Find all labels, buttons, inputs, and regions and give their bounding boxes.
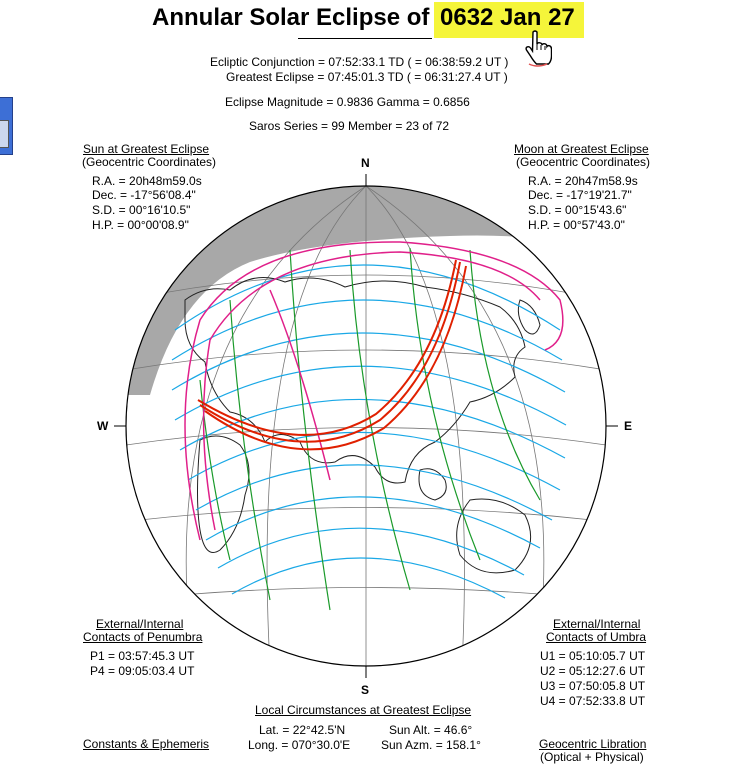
moon-ra: R.A. = 20h47m58.9s [528,174,638,188]
east-label: E [624,419,633,433]
umbra-u3: U3 = 07:50:05.8 UT [540,679,646,693]
greatest-eclipse-time: Greatest Eclipse = 07:45:01.3 TD ( = 06:… [226,70,508,84]
penumbra-p1: P1 = 03:57:45.3 UT [90,649,195,663]
sun-sd: S.D. = 00°16'10.5" [92,203,191,217]
local-sun-alt: Sun Alt. = 46.6° [389,723,473,737]
coastlines [184,277,541,574]
magnitude-gamma: Eclipse Magnitude = 0.9836 Gamma = 0.685… [225,95,470,109]
page-title: Annular Solar Eclipse of [152,4,430,31]
sun-heading: Sun at Greatest Eclipse [83,142,210,156]
umbra-u2: U2 = 05:12:27.6 UT [540,664,646,678]
date-highlight [434,2,584,38]
compass-ticks [114,174,618,678]
central-path [197,259,467,451]
hand-cursor-icon [525,30,552,67]
local-long: Long. = 070°30.0'E [248,738,351,752]
penumbra-limits [184,241,564,541]
west-label: W [97,419,109,433]
south-label: S [361,683,370,697]
constants-ephemeris-heading: Constants & Ephemeris [83,737,210,751]
umbra-heading-2: Contacts of Umbra [546,630,647,644]
penumbra-p4: P4 = 09:05:03.4 UT [90,664,195,678]
sun-hp: H.P. = 00°00'08.9" [92,218,189,232]
north-label: N [361,156,370,170]
side-panel-icon[interactable] [0,120,9,148]
eclipse-globe-map [114,174,618,678]
umbra-u1: U1 = 05:10:05.7 UT [540,649,646,663]
moon-subheading: (Geocentric Coordinates) [516,155,651,169]
ecliptic-conjunction: Ecliptic Conjunction = 07:52:33.1 TD ( =… [210,55,509,69]
eclipse-date-link[interactable]: 0632 Jan 27 [440,4,575,31]
umbra-heading-1: External/Internal [553,617,641,631]
title-underline [298,38,432,39]
graticule [126,186,606,666]
penumbra-heading-1: External/Internal [96,617,184,631]
penumbra-heading-2: Contacts of Penumbra [83,630,203,644]
local-sun-azm: Sun Azm. = 158.1° [381,738,481,752]
libration-subheading: (Optical + Physical) [540,750,644,764]
local-heading: Local Circumstances at Greatest Eclipse [255,703,472,717]
moon-dec: Dec. = -17°19'21.7" [528,188,632,202]
moon-hp: H.P. = 00°57'43.0" [528,218,625,232]
libration-heading: Geocentric Libration [539,737,647,751]
moon-heading: Moon at Greatest Eclipse [514,142,649,156]
umbra-u4: U4 = 07:52:33.8 UT [540,694,646,708]
sun-subheading: (Geocentric Coordinates) [82,155,217,169]
sun-dec: Dec. = -17°56'08.4" [92,188,196,202]
moon-sd: S.D. = 00°15'43.6" [528,203,627,217]
sun-ra: R.A. = 20h48m59.0s [92,174,202,188]
magnitude-curves [199,247,541,611]
local-lat: Lat. = 22°42.5'N [259,723,346,737]
saros-series: Saros Series = 99 Member = 23 of 72 [249,119,450,133]
